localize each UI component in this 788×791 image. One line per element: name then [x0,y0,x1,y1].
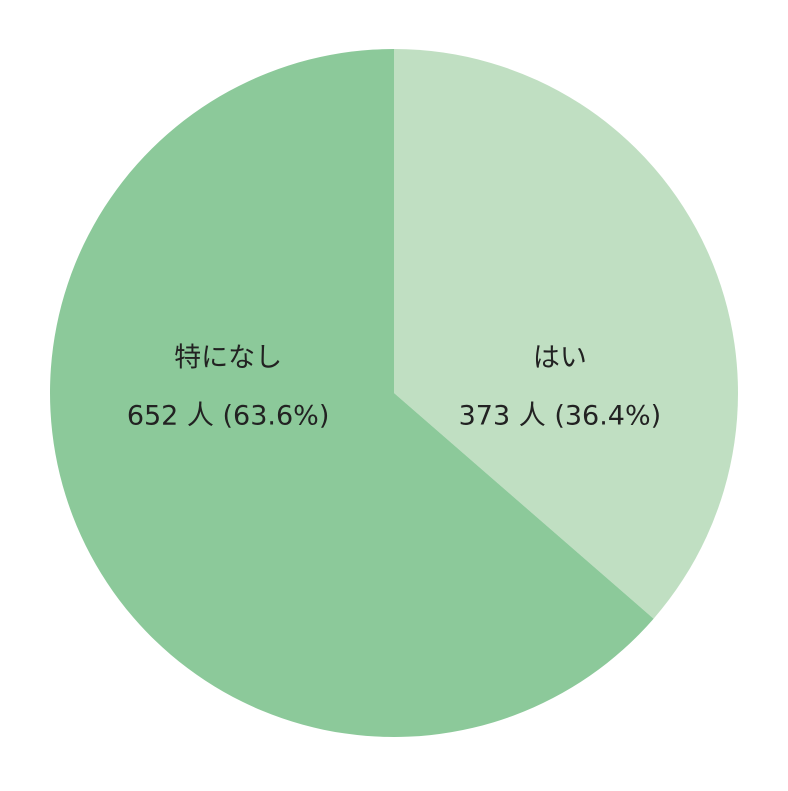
slice-label: 特になし [174,343,282,374]
value-label: 652 人 (63.6%) [127,401,330,432]
pie-slice [394,49,738,619]
slice-label: はい [533,343,587,374]
pie-slice [50,49,654,737]
value-label: 373 人 (36.4%) [459,401,662,432]
